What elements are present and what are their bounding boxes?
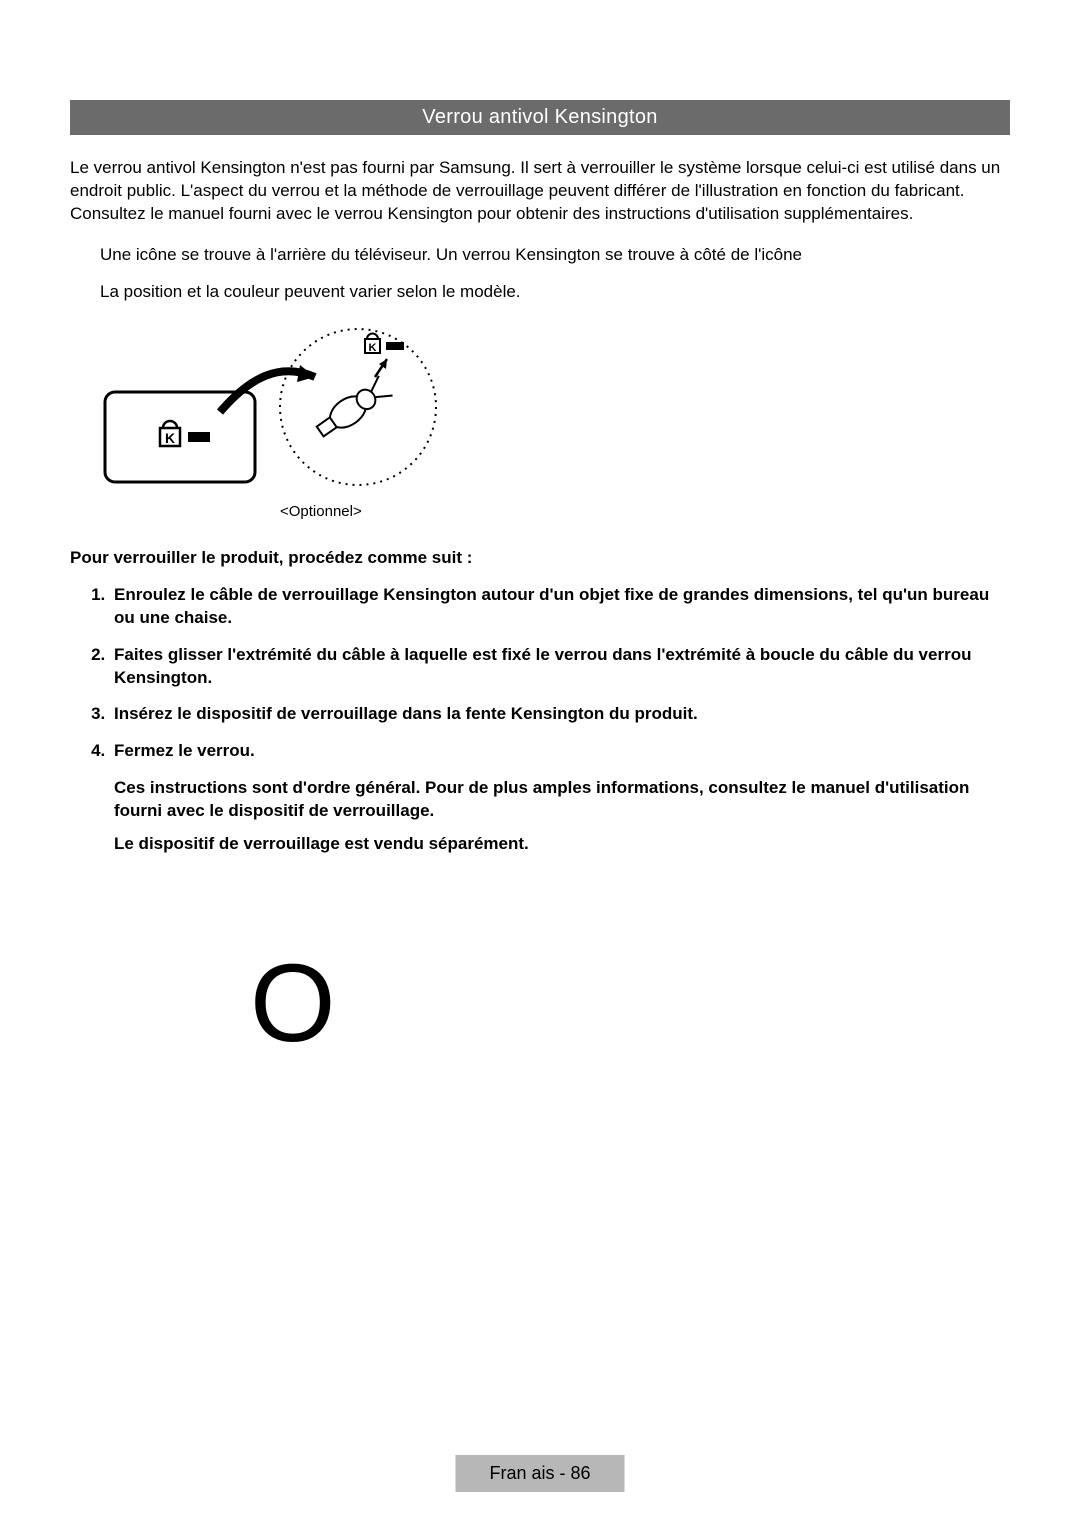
steps-lead: Pour verrouiller le produit, procédez co… (70, 548, 1010, 568)
general-note: Ces instructions sont d'ordre général. P… (114, 777, 1010, 823)
k-lock-icon: K (160, 421, 180, 446)
step-item: Fermez le verrou. (110, 740, 1010, 763)
section-header-text: Verrou antivol Kensington (422, 106, 657, 128)
svg-text:K: K (165, 430, 175, 446)
icon-note: Une icône se trouve à l'arrière du télév… (100, 244, 1010, 267)
kensington-diagram: K K (100, 322, 1010, 520)
kensington-diagram-svg: K K (100, 322, 440, 492)
step-item: Insérez le dispositif de verrouillage da… (110, 703, 1010, 726)
intro-paragraph: Le verrou antivol Kensington n'est pas f… (70, 157, 1010, 226)
slot-icon (188, 432, 210, 442)
big-o-glyph: O (250, 940, 336, 1067)
step-text: Insérez le dispositif de verrouillage da… (114, 704, 698, 723)
sold-separately-note: Le dispositif de verrouillage est vendu … (114, 833, 1010, 856)
step-item: Enroulez le câble de verrouillage Kensin… (110, 584, 1010, 630)
section-header: Verrou antivol Kensington (70, 100, 1010, 135)
step-item: Faites glisser l'extrémité du câble à la… (110, 644, 1010, 690)
page-footer-text: Fran ais - 86 (489, 1463, 590, 1483)
page-footer: Fran ais - 86 (455, 1455, 624, 1492)
svg-text:K: K (369, 342, 377, 354)
slot-zoom-icon (386, 342, 404, 350)
step-text: Enroulez le câble de verrouillage Kensin… (114, 585, 989, 627)
steps-list: Enroulez le câble de verrouillage Kensin… (70, 584, 1010, 764)
diagram-caption: <Optionnel> (280, 503, 1010, 520)
step-text: Fermez le verrou. (114, 741, 255, 760)
position-note: La position et la couleur peuvent varier… (100, 281, 1010, 304)
step-text: Faites glisser l'extrémité du câble à la… (114, 645, 971, 687)
lock-cylinder-icon (313, 375, 393, 442)
k-lock-zoom-icon: K (365, 333, 380, 354)
page: Verrou antivol Kensington Le verrou anti… (0, 0, 1080, 1534)
